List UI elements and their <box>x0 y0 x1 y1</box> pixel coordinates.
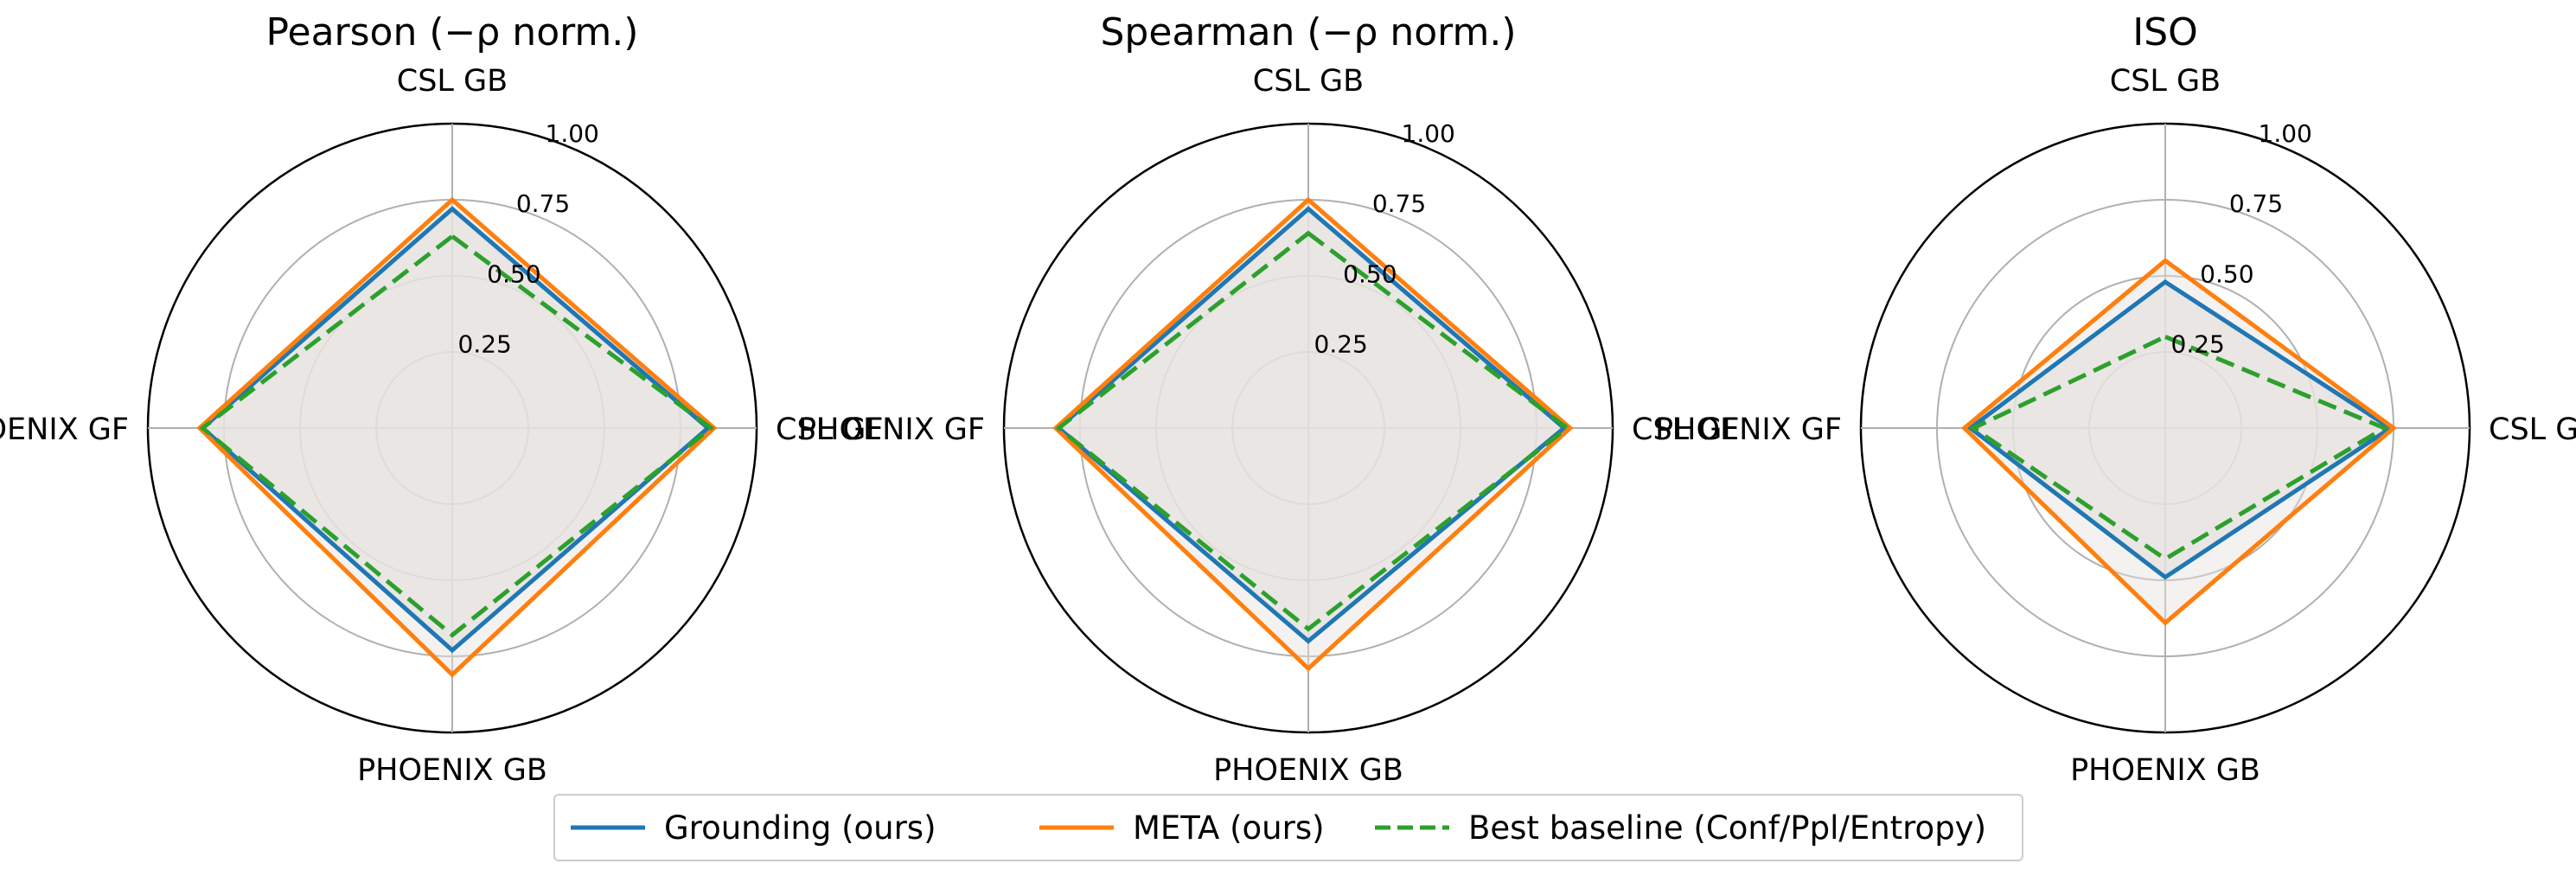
series-line-meta-ours <box>196 196 718 678</box>
axis-label-phoenix-gf: PHOENIX GF <box>1655 412 1842 447</box>
series-fill-grounding-ours <box>1970 282 2391 578</box>
radial-tick-label: 1.00 <box>546 119 599 148</box>
series-line-meta-ours <box>1960 258 2398 626</box>
series-line-best-baseline-conf-ppl-entropy <box>199 233 715 638</box>
axis-label-phoenix-gb: PHOENIX GB <box>2070 753 2260 788</box>
series-fill-meta-ours <box>199 200 714 675</box>
axis-label-csl-gf: CSL GF <box>2489 412 2576 447</box>
legend: Grounding (ours) META (ours) Best baseli… <box>553 794 2023 861</box>
legend-item-baseline: Best baseline (Conf/Ppl/Entropy) <box>1375 796 1986 860</box>
axis-label-csl-gb: CSL GB <box>2110 64 2221 99</box>
radar-panel-spearman: 0.25 0.50 0.75 1.00 CSL GB CSL GF PHOENIX GB PH… <box>798 10 1740 788</box>
radial-tick-label: 1.00 <box>2259 119 2312 148</box>
radial-tick-label: 0.75 <box>516 189 570 218</box>
axis-label-phoenix-gb: PHOENIX GB <box>357 753 547 788</box>
axis-label-csl-gb: CSL GB <box>397 64 508 99</box>
radial-tick-label: 0.75 <box>2229 189 2283 218</box>
radial-tick-label: 0.50 <box>1343 259 1397 288</box>
series-line-meta-ours <box>1052 196 1574 672</box>
radial-tick-label: 0.25 <box>2171 330 2225 359</box>
radial-tick-label: 0.25 <box>1314 330 1368 359</box>
legend-item-meta: META (ours) <box>1039 796 1325 860</box>
chart-title: Spearman (−ρ norm.) <box>1101 10 1517 54</box>
chart-title: Pearson (−ρ norm.) <box>266 10 639 54</box>
radial-tick-label: 0.25 <box>458 330 512 359</box>
legend-label-grounding: Grounding (ours) <box>664 809 936 847</box>
series-line-best-baseline-conf-ppl-entropy <box>1055 230 1571 632</box>
radar-panel-iso: 0.25 0.50 0.75 1.00 CSL GB CSL GF PHOENIX GB PH… <box>1655 10 2576 788</box>
axis-label-csl-gb: CSL GB <box>1253 64 1364 99</box>
legend-swatch-baseline <box>1375 825 1449 830</box>
chart-title: ISO <box>2132 10 2198 54</box>
radial-tick-label: 0.75 <box>1372 189 1426 218</box>
series-line-grounding-ours <box>1055 206 1568 644</box>
radial-tick-label: 0.50 <box>2200 259 2253 288</box>
legend-item-grounding: Grounding (ours) <box>571 796 936 860</box>
series-line-grounding-ours <box>1966 278 2395 580</box>
axis-label-phoenix-gb: PHOENIX GB <box>1213 753 1403 788</box>
legend-swatch-meta <box>1039 825 1114 830</box>
legend-swatch-grounding <box>571 825 645 830</box>
axis-label-csl-gf: CSL GF <box>1632 412 1740 447</box>
radar-panel-pearson: 0.25 0.50 0.75 1.00 CSL GB CSL GF PHOENIX GB PH… <box>0 10 884 788</box>
radial-tick-label: 1.00 <box>1402 119 1455 148</box>
axis-label-csl-gf: CSL GF <box>776 412 884 447</box>
radial-tick-label: 0.50 <box>487 259 540 288</box>
series-fill-meta-ours <box>1055 200 1570 669</box>
series-line-grounding-ours <box>199 206 712 654</box>
axis-label-phoenix-gf: PHOENIX GF <box>0 412 129 447</box>
axis-label-phoenix-gf: PHOENIX GF <box>798 412 985 447</box>
legend-label-baseline: Best baseline (Conf/Ppl/Entropy) <box>1468 809 1987 847</box>
legend-label-meta: META (ours) <box>1133 809 1325 847</box>
